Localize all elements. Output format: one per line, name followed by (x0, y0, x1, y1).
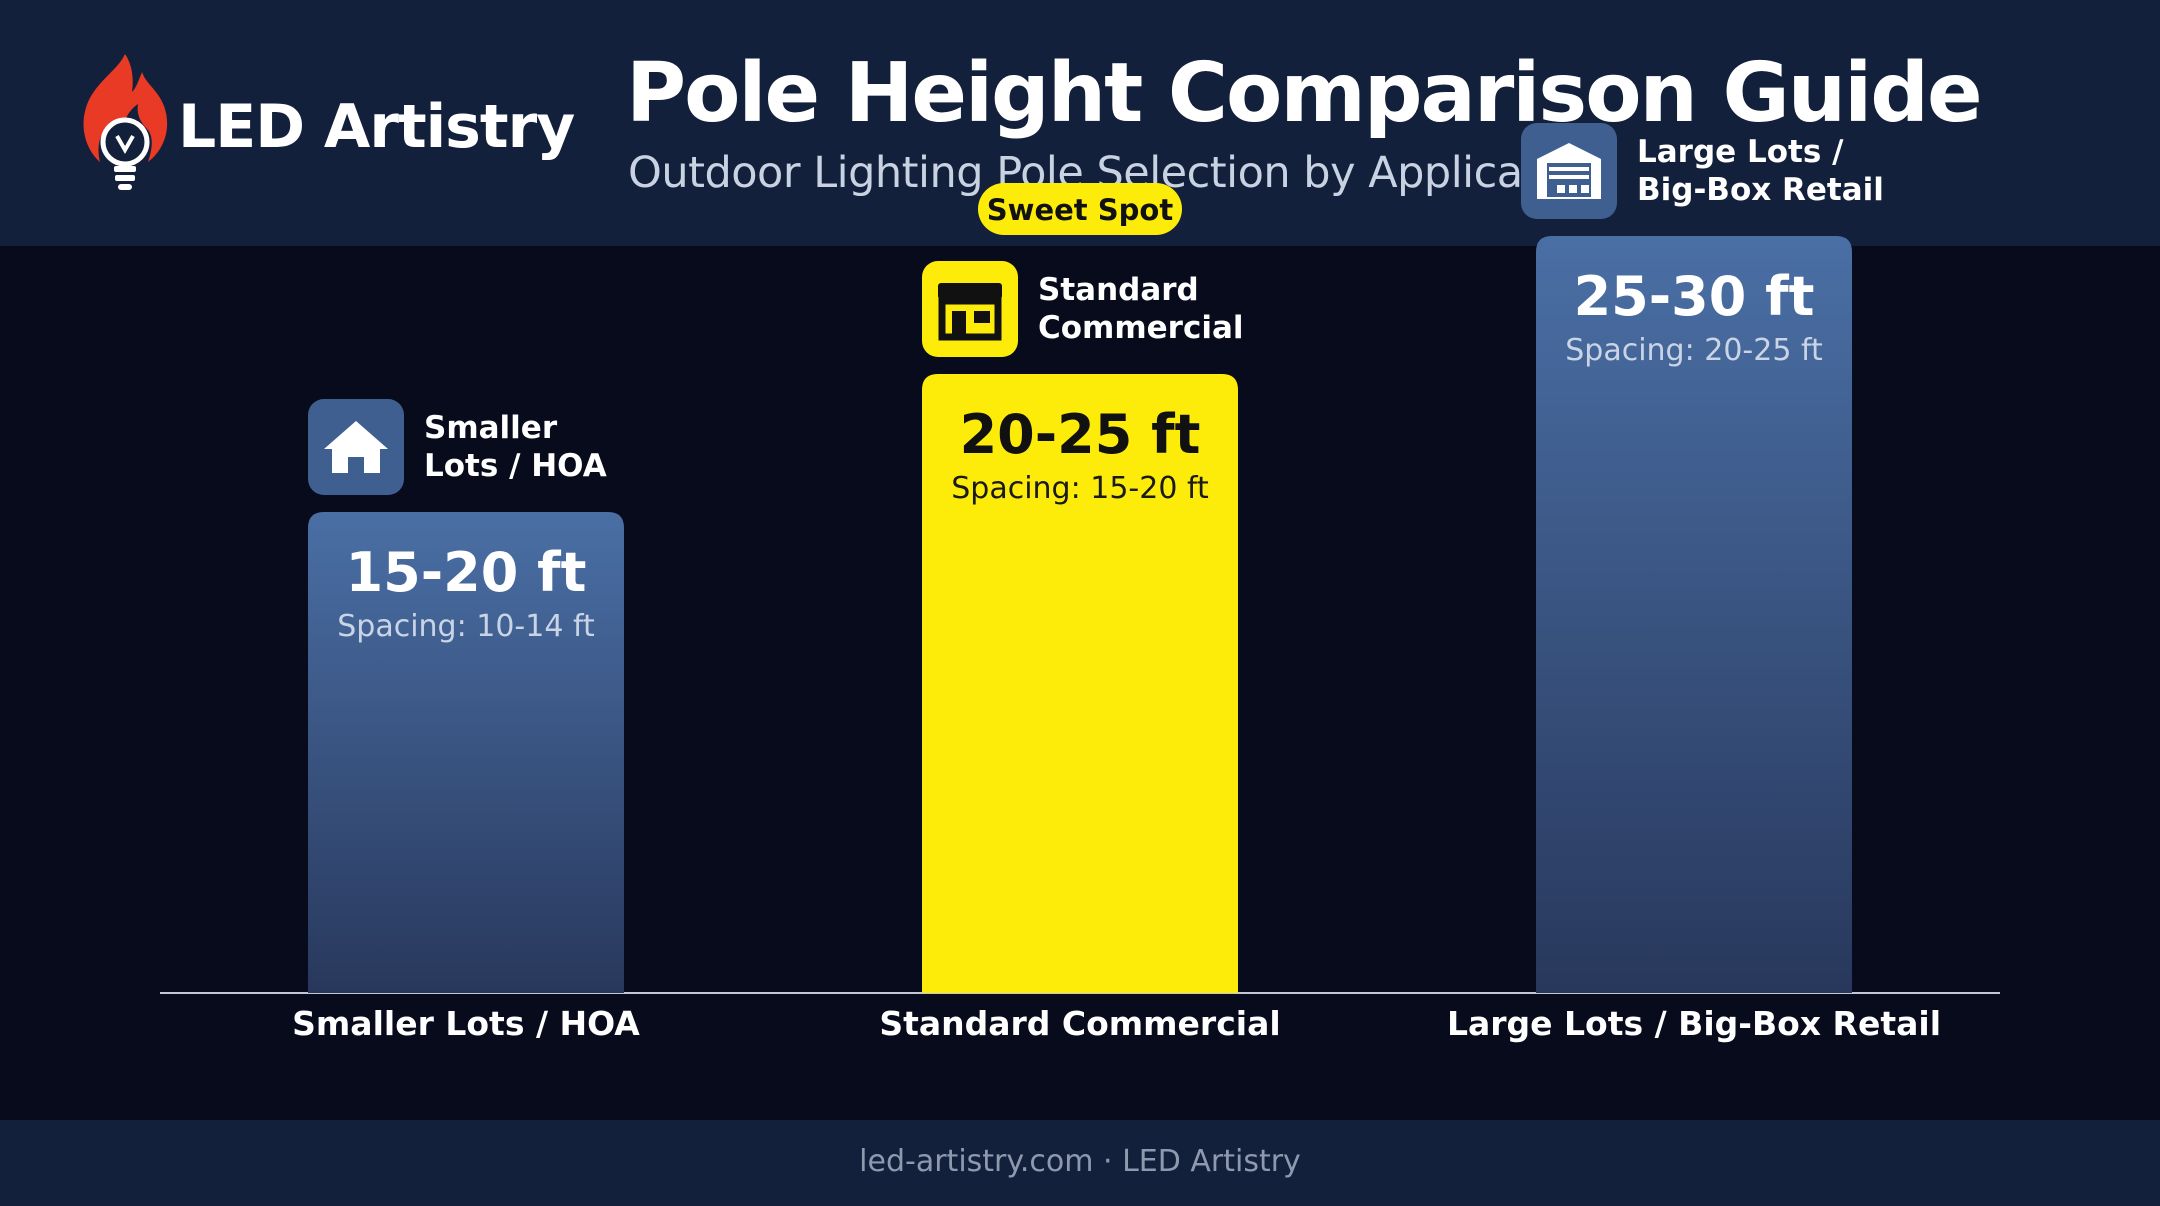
x-tick-label: Standard Commercial (879, 1004, 1280, 1043)
bar-2 (1536, 236, 1852, 993)
bar-value-label: 15-20 ft (346, 541, 587, 604)
x-tick-label: Large Lots / Big-Box Retail (1447, 1004, 1941, 1043)
bar-0 (308, 512, 624, 993)
footer-text: led-artistry.com · LED Artistry (859, 1144, 1301, 1179)
header-band: LED Artistry Pole Height Comparison Guid… (0, 0, 2160, 246)
storefront-icon (938, 283, 1002, 341)
bar-1 (922, 374, 1238, 993)
x-tick-label: Smaller Lots / HOA (292, 1004, 640, 1043)
bar-value-label: 20-25 ft (960, 403, 1201, 466)
bar-spacing-label: Spacing: 15-20 ft (951, 471, 1209, 506)
bar-spacing-label: Spacing: 10-14 ft (337, 609, 595, 644)
page-title: Pole Height Comparison Guide (626, 46, 1983, 141)
bar-value-label: 25-30 ft (1574, 265, 1815, 328)
brand-name: LED Artistry (178, 92, 575, 162)
category-label-line1: Standard (1038, 272, 1199, 308)
bar-spacing-label: Spacing: 20-25 ft (1565, 333, 1823, 368)
category-label-line2: Big-Box Retail (1637, 172, 1884, 208)
sweet-spot-badge-label: Sweet Spot (987, 193, 1174, 227)
category-label-line1: Smaller (424, 410, 558, 446)
category-icon-tile (922, 261, 1018, 357)
category-label-line2: Commercial (1038, 310, 1244, 346)
category-label-line2: Lots / HOA (424, 448, 607, 484)
house-icon (324, 421, 388, 473)
flame-bulb-icon (83, 54, 168, 190)
footer: led-artistry.com · LED Artistry (0, 1120, 2160, 1206)
category-label-line1: Large Lots / (1637, 134, 1844, 170)
warehouse-icon (1537, 143, 1601, 199)
sweet-spot-badge (978, 183, 1182, 235)
